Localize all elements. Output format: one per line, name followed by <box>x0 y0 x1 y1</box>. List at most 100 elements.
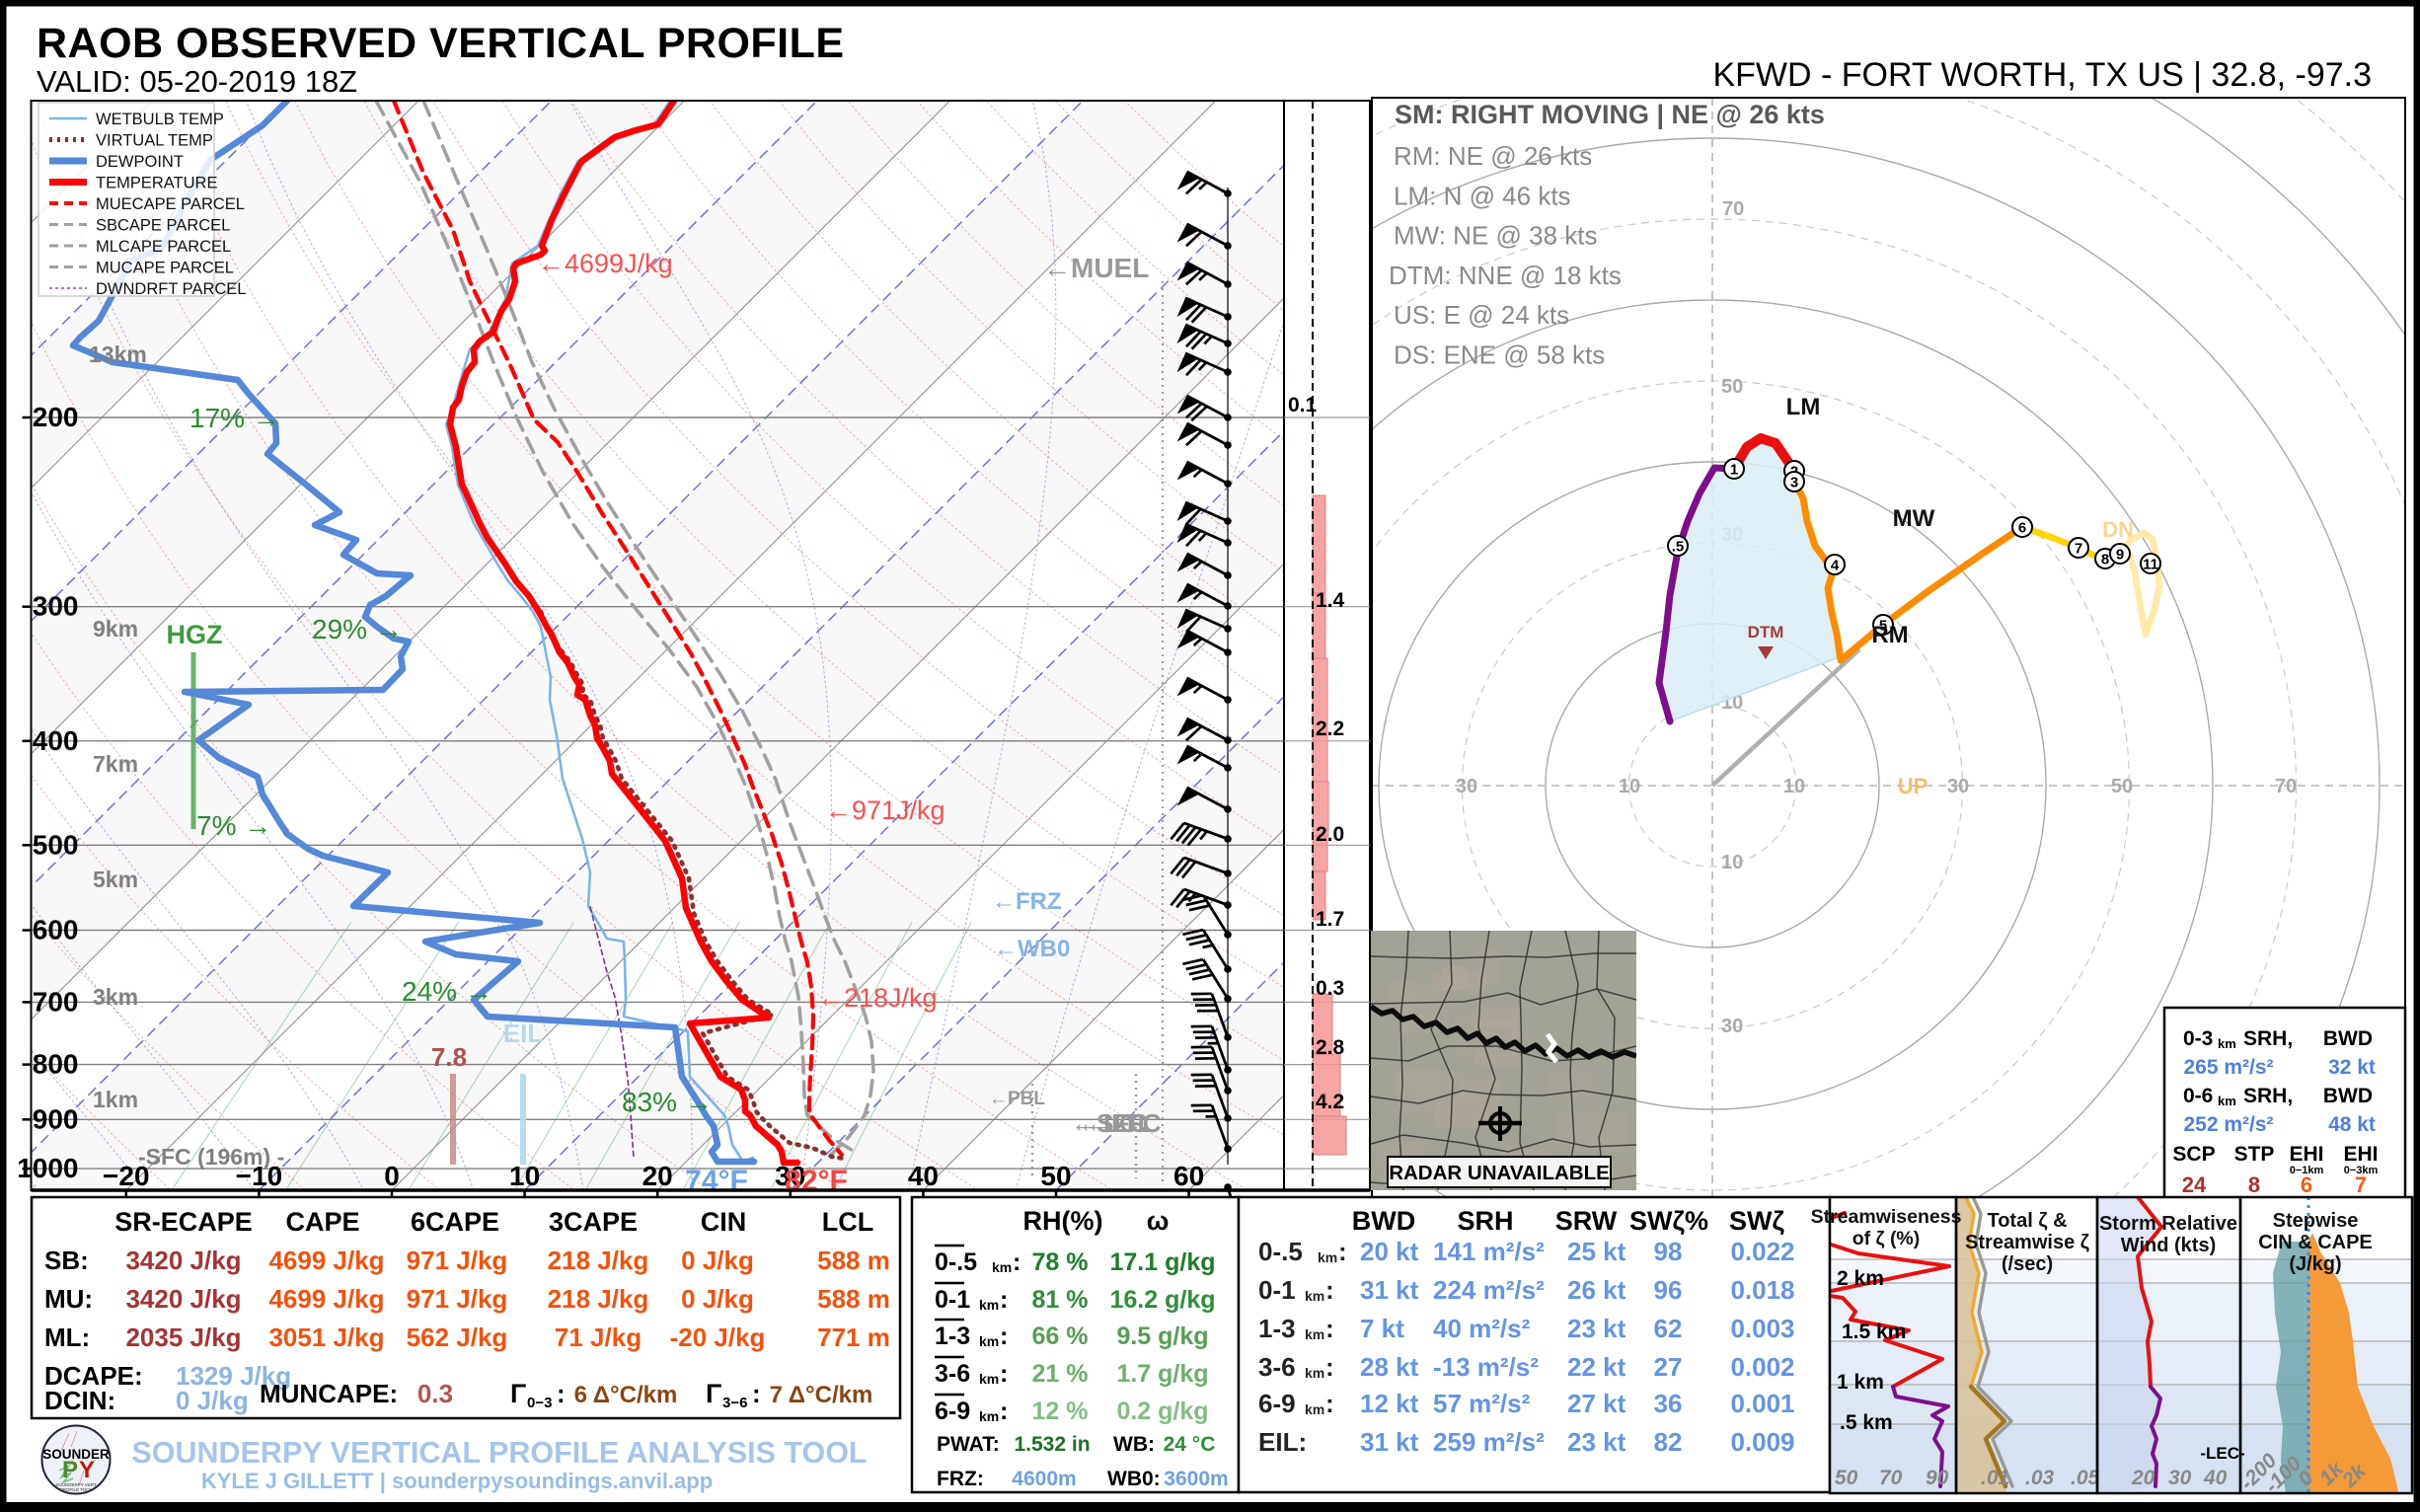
svg-text:FRZ:: FRZ: <box>937 1468 984 1490</box>
svg-text:66 %: 66 % <box>1032 1323 1089 1350</box>
svg-text:←SFC: ←SFC <box>1071 1108 1148 1138</box>
svg-text:0-6: 0-6 <box>2183 1085 2213 1107</box>
svg-text:70: 70 <box>1879 1467 1903 1489</box>
svg-text:km: km <box>1305 1365 1324 1381</box>
svg-text:62: 62 <box>1654 1314 1683 1343</box>
svg-text::: : <box>1325 1314 1334 1343</box>
svg-text:EIL:: EIL: <box>1258 1427 1307 1457</box>
svg-text:LM: LM <box>1786 394 1821 420</box>
svg-text:LCL: LCL <box>822 1207 873 1237</box>
svg-text:200: 200 <box>33 402 79 432</box>
svg-text:SBCAPE PARCEL: SBCAPE PARCEL <box>96 217 230 235</box>
svg-text:DCIN:: DCIN: <box>44 1386 115 1415</box>
svg-text:0 J/kg: 0 J/kg <box>681 1284 754 1314</box>
svg-text:BWD: BWD <box>2323 1085 2373 1107</box>
svg-text:1329 J/kg: 1329 J/kg <box>176 1361 291 1391</box>
svg-text:MW: MW <box>1893 505 1935 532</box>
svg-text:3420 J/kg: 3420 J/kg <box>125 1246 241 1275</box>
svg-text:6-9: 6-9 <box>1258 1389 1296 1418</box>
svg-text:82: 82 <box>1654 1427 1683 1457</box>
svg-text:4699 J/kg: 4699 J/kg <box>268 1246 384 1275</box>
svg-text:SB:: SB: <box>44 1246 89 1275</box>
svg-text:2 km: 2 km <box>1837 1267 1884 1290</box>
svg-text:0.001: 0.001 <box>1730 1389 1794 1418</box>
svg-text:EHI: EHI <box>2289 1143 2323 1166</box>
svg-text:2.8: 2.8 <box>1316 1036 1345 1059</box>
svg-text:4.2: 4.2 <box>1316 1091 1344 1113</box>
svg-text:0−3: 0−3 <box>527 1395 552 1411</box>
svg-text:5km: 5km <box>93 867 138 892</box>
svg-text:km: km <box>992 1259 1012 1275</box>
svg-text:BWD: BWD <box>2323 1027 2373 1050</box>
svg-text:30: 30 <box>1456 776 1477 797</box>
svg-text:RM: RM <box>1871 622 1908 648</box>
svg-text:HGZ: HGZ <box>167 620 223 649</box>
svg-text:22 kt: 22 kt <box>1567 1352 1626 1382</box>
svg-text:←4699J/kg: ←4699J/kg <box>538 249 673 278</box>
svg-text:0 J/kg: 0 J/kg <box>176 1386 249 1415</box>
svg-text:SRH,: SRH, <box>2243 1085 2293 1107</box>
svg-text:←WB0: ←WB0 <box>994 936 1070 962</box>
svg-text:MW: NE @ 38 kts: MW: NE @ 38 kts <box>1394 221 1598 251</box>
svg-text:RAOB OBSERVED VERTICAL PROFILE: RAOB OBSERVED VERTICAL PROFILE <box>37 20 845 67</box>
svg-text:Streamwiseness: Streamwiseness <box>1811 1206 1962 1228</box>
svg-text:BWD: BWD <box>1352 1206 1415 1236</box>
svg-text:STP: STP <box>2234 1143 2275 1166</box>
svg-text:←PBL: ←PBL <box>989 1089 1045 1109</box>
svg-text:0.009: 0.009 <box>1730 1427 1794 1457</box>
svg-text:50: 50 <box>1721 376 1743 398</box>
svg-text:←LCL: ←LCL <box>1078 1108 1154 1138</box>
svg-text:KYLE J GILLETT | sounderpysoun: KYLE J GILLETT | sounderpysoundings.anvi… <box>201 1469 713 1493</box>
svg-text:0-1: 0-1 <box>1258 1275 1296 1305</box>
svg-text:1 km: 1 km <box>1837 1371 1884 1394</box>
svg-text:0.3: 0.3 <box>417 1379 453 1408</box>
svg-text:7% →: 7% → <box>196 810 271 841</box>
svg-text:Wind (kts): Wind (kts) <box>2121 1235 2216 1256</box>
svg-text:7: 7 <box>2355 1172 2367 1197</box>
svg-text::: : <box>1000 1360 1008 1388</box>
svg-text:252 m²/s²: 252 m²/s² <box>2183 1113 2273 1136</box>
svg-text:1-3: 1-3 <box>935 1323 970 1350</box>
svg-text:SM: RIGHT MOVING | NE @ 26 kts: SM: RIGHT MOVING | NE @ 26 kts <box>1395 100 1825 129</box>
svg-text:9.5 g/kg: 9.5 g/kg <box>1116 1323 1208 1350</box>
svg-text:10: 10 <box>1783 776 1805 797</box>
svg-text:0-.5: 0-.5 <box>935 1248 977 1276</box>
svg-text:1.7: 1.7 <box>1316 908 1344 931</box>
svg-text:ML:: ML: <box>44 1323 90 1352</box>
svg-text::: : <box>1013 1248 1021 1276</box>
svg-text:0.022: 0.022 <box>1730 1237 1794 1266</box>
svg-text:ω: ω <box>1147 1206 1170 1236</box>
svg-text:60: 60 <box>1173 1161 1204 1191</box>
svg-text:9km: 9km <box>93 616 138 642</box>
svg-text:VALID: 05-20-2019 18Z: VALID: 05-20-2019 18Z <box>37 64 357 99</box>
svg-text:SCP: SCP <box>2172 1143 2215 1166</box>
svg-text:218 J/kg: 218 J/kg <box>548 1284 649 1314</box>
svg-text:24% →: 24% → <box>402 976 492 1007</box>
svg-text:DTM: DTM <box>1748 623 1784 642</box>
svg-text:TEMPERATURE: TEMPERATURE <box>96 175 217 192</box>
svg-text:km: km <box>2218 1094 2236 1108</box>
svg-text:700: 700 <box>33 986 79 1017</box>
svg-text:0: 0 <box>384 1161 400 1191</box>
svg-text:DN: DN <box>2102 517 2134 542</box>
svg-text:28 kt: 28 kt <box>1360 1352 1419 1382</box>
svg-text:3km: 3km <box>93 984 138 1010</box>
svg-text:0−1km: 0−1km <box>2290 1165 2324 1176</box>
svg-text:MU:: MU: <box>44 1284 93 1314</box>
svg-text:DWNDRFT PARCEL: DWNDRFT PARCEL <box>96 280 246 298</box>
svg-text:23 kt: 23 kt <box>1567 1314 1626 1343</box>
svg-text:259 m²/s²: 259 m²/s² <box>1433 1427 1545 1457</box>
svg-text:Streamwise ζ: Streamwise ζ <box>1965 1232 2089 1253</box>
svg-text:40 m²/s²: 40 m²/s² <box>1433 1314 1531 1343</box>
svg-text:36: 36 <box>1654 1389 1683 1418</box>
svg-text:600: 600 <box>33 915 79 945</box>
svg-text:13km: 13km <box>89 341 147 367</box>
svg-text:81 %: 81 % <box>1032 1286 1089 1314</box>
svg-text:MUCAPE PARCEL: MUCAPE PARCEL <box>96 260 234 277</box>
svg-text:km: km <box>2218 1036 2236 1051</box>
svg-text:LM: N @ 46 kts: LM: N @ 46 kts <box>1394 181 1571 210</box>
svg-text:50: 50 <box>1835 1467 1858 1489</box>
svg-text:SOUNDER: SOUNDER <box>42 1447 110 1462</box>
svg-text:km: km <box>1305 1401 1324 1417</box>
svg-text:RADAR UNAVAILABLE: RADAR UNAVAILABLE <box>1389 1162 1610 1184</box>
